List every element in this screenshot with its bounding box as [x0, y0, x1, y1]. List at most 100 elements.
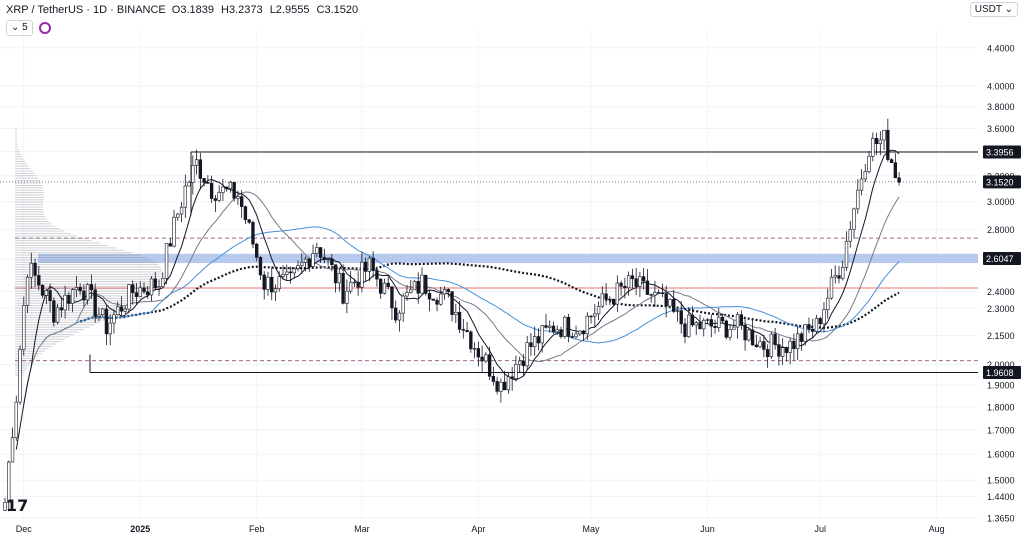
- candle-body: [10, 437, 15, 463]
- volume-profile-bar: [15, 165, 29, 167]
- volume-profile-bar: [15, 141, 17, 143]
- candle-body: [480, 356, 484, 362]
- candle-body: [533, 336, 537, 347]
- candle-body: [232, 182, 236, 199]
- candle-body: [743, 324, 747, 341]
- candle-body: [596, 305, 601, 315]
- time-axis-label: May: [583, 524, 601, 534]
- volume-profile-bar: [15, 242, 100, 244]
- candle-body: [318, 247, 323, 258]
- candle-body: [239, 196, 244, 207]
- price-label-box: [983, 366, 1021, 380]
- candle-body: [153, 278, 157, 289]
- volume-profile-bar: [15, 189, 44, 191]
- candle-body: [799, 333, 804, 342]
- candle-body: [784, 347, 789, 353]
- volume-profile-bar: [15, 144, 18, 146]
- candle-body: [856, 189, 860, 210]
- price-axis-label: 3.0000: [987, 197, 1015, 207]
- volume-profile-bar: [15, 312, 120, 314]
- candle-body: [206, 182, 210, 184]
- candle-body: [427, 293, 432, 300]
- candle-body: [74, 287, 79, 290]
- candle-body: [176, 213, 180, 218]
- candle-body: [728, 329, 732, 338]
- candle-body: [296, 265, 300, 269]
- candle-body: [754, 344, 759, 348]
- indicators-toggle-button[interactable]: ⌄ 5: [6, 20, 33, 36]
- candle-body: [578, 330, 582, 335]
- candle-body: [93, 289, 97, 317]
- candle-body: [544, 325, 548, 328]
- candle-body: [123, 308, 127, 312]
- volume-profile-bar: [15, 343, 57, 345]
- candle-body: [67, 294, 71, 304]
- time-axis-label: Apr: [471, 524, 485, 534]
- volume-profile-bar: [15, 192, 44, 194]
- candle-body: [236, 196, 240, 199]
- candle-body: [307, 258, 311, 267]
- candle-body: [852, 208, 856, 230]
- candle-body: [574, 333, 578, 338]
- candle-body: [14, 401, 18, 438]
- candle-body: [653, 292, 657, 296]
- candle-body: [841, 267, 845, 279]
- indicator-row: ⌄ 5: [6, 20, 51, 36]
- currency-selector-button[interactable]: USDT ⌄: [969, 2, 1018, 17]
- volume-profile-bar: [15, 259, 151, 261]
- candle-body: [326, 258, 330, 261]
- resistance-zone: [38, 253, 978, 264]
- candle-body: [100, 308, 105, 316]
- candle-body: [442, 289, 447, 295]
- candle-body: [258, 257, 263, 276]
- candle-body: [626, 275, 631, 289]
- candle-body: [675, 310, 680, 312]
- candle-body: [608, 298, 612, 301]
- candle-body: [826, 297, 830, 311]
- candle-body: [878, 139, 883, 145]
- candle-body: [811, 328, 815, 332]
- chevron-down-icon: ⌄: [1004, 4, 1013, 15]
- candle-body: [37, 275, 41, 286]
- candle-body: [867, 155, 871, 172]
- volume-profile-bar: [15, 297, 143, 299]
- volume-profile-bar: [15, 204, 44, 206]
- price-label-text: 2.6047: [986, 254, 1014, 264]
- candle-body: [540, 325, 544, 344]
- volume-profile-bar: [15, 220, 49, 222]
- sma-20-line: [23, 191, 900, 405]
- price-label-box: [983, 175, 1021, 189]
- candle-body: [52, 300, 56, 323]
- candle-body: [97, 314, 101, 317]
- candle-body: [499, 381, 503, 392]
- volume-profile-bar: [15, 199, 44, 201]
- candle-body: [341, 273, 345, 304]
- candle-body: [732, 326, 736, 330]
- candle-body: [127, 284, 131, 310]
- volume-profile-bar: [15, 129, 17, 131]
- close-value: C3.1520: [316, 4, 359, 16]
- price-axis-label: 3.8000: [987, 102, 1015, 112]
- candle-body: [179, 206, 184, 215]
- candle-body: [386, 282, 390, 287]
- candle-body: [138, 287, 142, 297]
- tradingview-logo[interactable]: 17: [6, 496, 28, 515]
- candle-body: [131, 284, 135, 293]
- candle-body: [619, 282, 623, 287]
- candle-body: [25, 276, 30, 306]
- candle-body: [108, 322, 112, 335]
- volume-profile-bar: [15, 160, 26, 162]
- candle-body: [807, 324, 811, 330]
- candle-body: [525, 342, 529, 367]
- time-axis-label: Jun: [700, 524, 715, 534]
- candle-body: [262, 274, 266, 290]
- volume-profile-bar: [15, 196, 44, 198]
- candle-body: [172, 216, 176, 247]
- candle-body: [788, 340, 792, 353]
- volume-profile-bar: [15, 264, 159, 266]
- symbol-label[interactable]: XRP / TetherUS · 1D · BINANCE: [6, 4, 166, 16]
- price-label-text: 1.9608: [986, 368, 1014, 378]
- volume-profile-bar: [15, 348, 49, 350]
- candle-body: [363, 261, 368, 272]
